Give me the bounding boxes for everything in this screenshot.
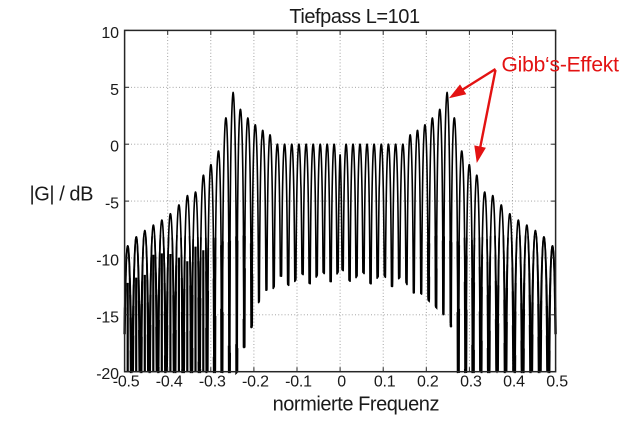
svg-text:5: 5: [110, 82, 119, 99]
svg-text:-0.1: -0.1: [285, 374, 312, 391]
svg-text:0.2: 0.2: [417, 374, 439, 391]
svg-text:normierte Frequenz: normierte Frequenz: [273, 394, 439, 416]
svg-text:0: 0: [337, 374, 346, 391]
svg-text:0.5: 0.5: [546, 374, 568, 391]
svg-text:-15: -15: [96, 309, 119, 326]
svg-text:-0.4: -0.4: [156, 374, 183, 391]
svg-text:-0.2: -0.2: [242, 374, 269, 391]
svg-text:0.1: 0.1: [374, 374, 396, 391]
svg-text:|G| / dB: |G| / dB: [30, 184, 94, 206]
svg-text:Tiefpass L=101: Tiefpass L=101: [289, 6, 420, 28]
svg-text:10: 10: [101, 25, 119, 42]
svg-text:0.3: 0.3: [460, 374, 482, 391]
svg-text:-20: -20: [96, 366, 119, 383]
svg-text:0.4: 0.4: [503, 374, 525, 391]
svg-text:0: 0: [110, 139, 119, 156]
svg-text:-0.5: -0.5: [113, 374, 140, 391]
svg-text:-5: -5: [105, 196, 119, 213]
svg-text:-10: -10: [96, 252, 119, 269]
svg-text:Gibb‘s-Effekt: Gibb‘s-Effekt: [502, 54, 620, 77]
svg-text:-0.3: -0.3: [199, 374, 226, 391]
